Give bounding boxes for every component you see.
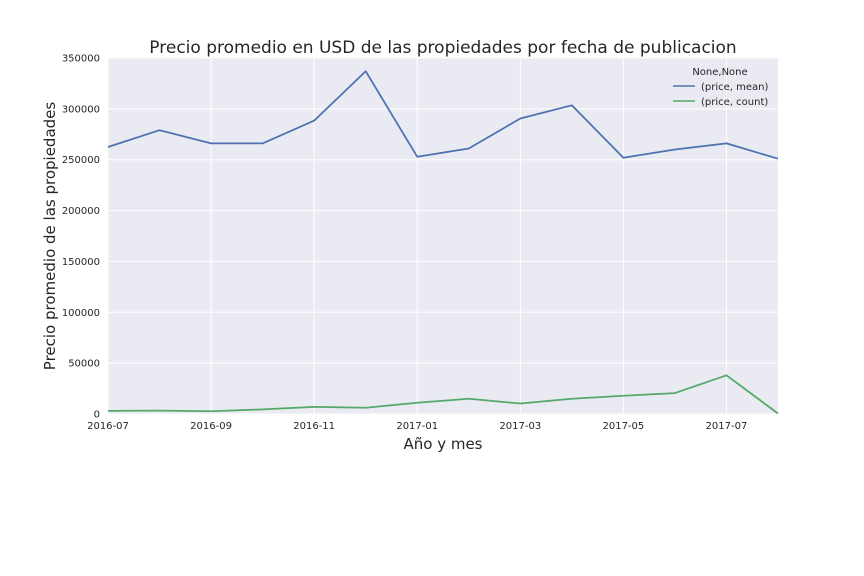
- chart-title: Precio promedio en USD de las propiedade…: [149, 38, 736, 58]
- y-tick-labels: 0 50000 100000 150000 200000 250000 300000 3500…: [62, 54, 100, 421]
- x-tick-label: 2017-05: [602, 421, 644, 432]
- x-tick-label: 2016-07: [87, 421, 129, 432]
- x-tick-label: 2017-03: [499, 421, 541, 432]
- x-axis-label: Año y mes: [403, 435, 482, 453]
- x-tick-label: 2017-01: [396, 421, 438, 432]
- y-tick-label: 150000: [62, 257, 100, 268]
- y-tick-label: 50000: [68, 359, 100, 370]
- y-tick-label: 200000: [62, 206, 100, 217]
- x-tick-labels: 2016-07 2016-09 2016-11 2017-01 2017-03 2017-…: [87, 421, 747, 432]
- series-lines: [107, 70, 779, 415]
- x-tick-label: 2017-07: [706, 421, 748, 432]
- y-tick-label: 300000: [62, 104, 100, 115]
- grid-lines: [107, 57, 778, 415]
- legend-label-count: (price, count): [701, 97, 768, 108]
- y-tick-label: 350000: [62, 54, 100, 65]
- plot-area: [108, 58, 778, 414]
- y-tick-label: 250000: [62, 155, 100, 166]
- series-line-0: [107, 70, 779, 160]
- y-axis-label: Precio promedio de las propiedades: [41, 102, 59, 371]
- legend: None,None (price, mean) (price, count): [673, 67, 769, 108]
- y-tick-label: 0: [94, 410, 100, 421]
- legend-label-mean: (price, mean): [701, 82, 769, 93]
- series-line-1: [107, 374, 779, 415]
- x-tick-label: 2016-09: [190, 421, 232, 432]
- legend-title: None,None: [692, 67, 747, 78]
- y-tick-label: 100000: [62, 308, 100, 319]
- x-tick-label: 2016-11: [293, 421, 335, 432]
